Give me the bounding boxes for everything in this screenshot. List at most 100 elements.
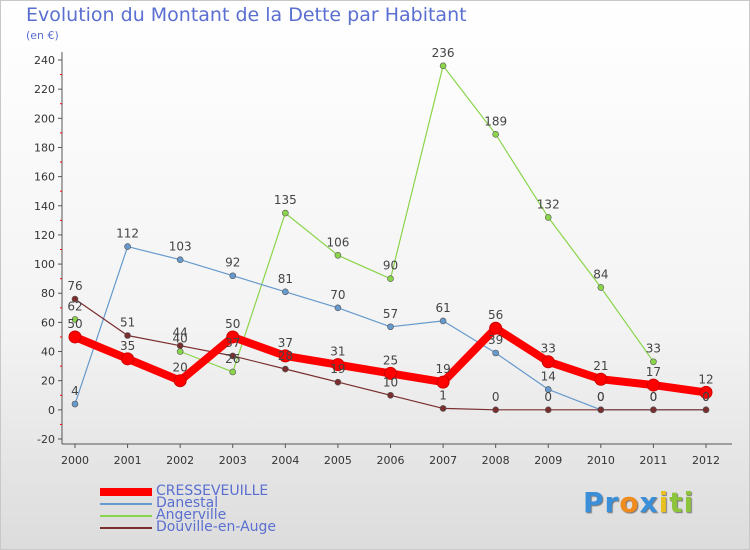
series-douville-en-auge	[71, 295, 710, 414]
series-layer	[68, 62, 713, 414]
legend-label-danestal: Danestal	[156, 495, 219, 511]
y-tick-label: 0	[48, 404, 55, 417]
data-label-danestal: 103	[169, 240, 192, 254]
data-point-angerville	[229, 368, 237, 376]
data-point-angerville	[334, 252, 342, 259]
y-tick-label: 60	[41, 316, 55, 329]
chart-title: Evolution du Montant de la Dette par Hab…	[26, 4, 467, 26]
legend-label-douville-en-auge: Douville-en-Auge	[156, 519, 277, 535]
x-tick-label: 2004	[271, 454, 299, 467]
y-tick-label: 140	[34, 200, 55, 213]
y-tick-label: 160	[34, 171, 55, 184]
legend-swatch-cresseveuille	[100, 488, 152, 496]
data-point-cresseveuille	[436, 375, 450, 389]
data-label-angerville: 106	[326, 235, 349, 249]
data-labels-layer: 6240261351069023618913284334112103928170…	[67, 46, 713, 404]
x-tick-label: 2006	[377, 454, 405, 467]
x-tick-label: 2009	[534, 454, 562, 467]
data-point-angerville	[176, 348, 184, 355]
data-point-douville-en-auge	[650, 406, 657, 414]
data-point-danestal	[387, 323, 394, 331]
data-point-douville-en-auge	[71, 295, 79, 303]
data-label-cresseveuille: 25	[383, 353, 398, 367]
data-label-cresseveuille: 50	[67, 317, 82, 331]
data-label-danestal: 112	[116, 227, 139, 241]
data-label-angerville: 40	[173, 332, 188, 346]
data-point-angerville	[544, 214, 552, 221]
data-label-angerville: 62	[67, 299, 82, 313]
data-point-cresseveuille	[489, 321, 503, 335]
data-point-cresseveuille	[594, 372, 608, 386]
data-label-danestal: 0	[650, 390, 658, 404]
x-tick-label: 2003	[219, 454, 247, 467]
data-label-cresseveuille: 20	[173, 361, 188, 375]
data-point-danestal	[544, 386, 552, 393]
data-point-cresseveuille	[226, 330, 240, 344]
data-label-douville-en-auge: 0	[544, 390, 552, 404]
data-point-angerville	[71, 316, 79, 323]
x-tick-label: 2001	[114, 454, 142, 467]
data-point-douville-en-auge	[439, 405, 447, 412]
logo-letters: i	[658, 486, 670, 519]
logo-letters: ti	[669, 486, 695, 519]
data-point-cresseveuille	[68, 330, 82, 344]
x-tick-label: 2011	[639, 454, 667, 467]
data-point-douville-en-auge	[229, 352, 237, 360]
data-label-danestal: 70	[330, 288, 345, 302]
data-point-danestal	[124, 243, 131, 250]
x-tick-label: 2002	[166, 454, 194, 467]
data-point-douville-en-auge	[124, 332, 131, 339]
data-label-cresseveuille: 56	[488, 308, 503, 322]
data-label-danestal: 4	[71, 384, 79, 398]
data-label-angerville: 132	[537, 197, 560, 211]
data-point-danestal	[176, 256, 184, 264]
data-label-angerville: 236	[432, 46, 455, 60]
data-point-cresseveuille	[699, 385, 713, 399]
data-point-douville-en-auge	[492, 406, 499, 414]
data-label-douville-en-auge: 44	[173, 326, 188, 340]
data-label-douville-en-auge: 51	[120, 316, 135, 330]
data-label-cresseveuille: 37	[278, 336, 293, 350]
data-label-angerville: 90	[383, 259, 398, 273]
logo-letters: x	[639, 486, 659, 519]
data-label-cresseveuille: 33	[541, 342, 556, 356]
data-label-danestal: 81	[278, 272, 293, 286]
data-label-douville-en-auge: 0	[597, 390, 605, 404]
data-label-cresseveuille: 12	[698, 372, 713, 386]
series-cresseveuille	[68, 321, 713, 399]
data-point-danestal	[492, 349, 499, 357]
data-label-douville-en-auge: 0	[702, 390, 710, 404]
x-tick-label: 2008	[482, 454, 510, 467]
data-point-douville-en-auge	[387, 391, 394, 399]
legend-label-angerville: Angerville	[156, 507, 227, 523]
data-point-danestal	[282, 288, 289, 296]
y-tick-label: -20	[37, 433, 55, 446]
data-label-danestal: 57	[383, 307, 398, 321]
x-tick-label: 2012	[692, 454, 720, 467]
data-label-danestal: 61	[435, 301, 450, 315]
x-tick-label: 2000	[61, 454, 89, 467]
y-tick-label: 120	[34, 229, 55, 242]
data-label-douville-en-auge: 19	[330, 362, 345, 376]
proxiti-logo: Proxiti	[583, 486, 694, 519]
data-point-douville-en-auge	[597, 406, 605, 414]
data-label-danestal: 0	[597, 390, 605, 404]
data-label-danestal: 14	[541, 369, 556, 383]
axes: -200204060801001201401601802002202402000…	[34, 52, 732, 467]
y-tick-label: 220	[34, 83, 55, 96]
data-point-danestal	[439, 317, 447, 325]
data-label-angerville: 189	[484, 114, 507, 128]
legend-label-cresseveuille: CRESSEVEUILLE	[156, 483, 269, 499]
y-tick-label: 20	[41, 375, 55, 388]
logo-letters: o	[619, 486, 640, 519]
data-label-douville-en-auge: 10	[383, 375, 398, 389]
data-label-douville-en-auge: 37	[225, 336, 240, 350]
legend-swatch-angerville	[100, 515, 152, 517]
data-label-douville-en-auge: 1	[439, 388, 447, 402]
data-point-cresseveuille	[331, 358, 345, 372]
data-point-danestal	[334, 304, 342, 312]
data-label-cresseveuille: 35	[120, 339, 135, 353]
data-point-danestal	[229, 272, 237, 280]
data-point-angerville	[439, 62, 447, 70]
